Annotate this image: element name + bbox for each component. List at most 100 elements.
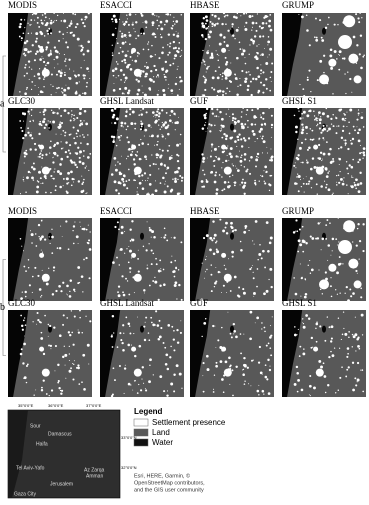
settlement bbox=[297, 378, 300, 382]
settlement bbox=[157, 298, 160, 301]
settlement bbox=[305, 314, 308, 317]
settlement bbox=[332, 125, 335, 128]
settlement bbox=[33, 59, 37, 62]
settlement bbox=[88, 239, 91, 242]
settlement bbox=[123, 22, 126, 26]
settlement bbox=[147, 124, 151, 127]
settlement bbox=[40, 389, 44, 392]
settlement bbox=[260, 81, 262, 84]
settlement bbox=[54, 189, 57, 192]
settlement bbox=[261, 137, 264, 140]
settlement bbox=[236, 169, 240, 172]
settlement bbox=[344, 332, 348, 336]
settlement bbox=[269, 76, 272, 79]
settlement bbox=[52, 85, 54, 88]
settlement bbox=[361, 112, 363, 113]
settlement bbox=[228, 152, 232, 156]
settlement bbox=[330, 340, 333, 343]
settlement bbox=[146, 221, 148, 223]
settlement bbox=[78, 94, 81, 97]
settlement bbox=[325, 175, 329, 178]
settlement bbox=[249, 268, 252, 271]
settlement bbox=[176, 50, 179, 53]
settlement bbox=[262, 117, 265, 120]
settlement bbox=[41, 294, 43, 297]
settlement bbox=[208, 65, 210, 67]
settlement bbox=[69, 279, 73, 282]
settlement bbox=[127, 50, 129, 52]
settlement bbox=[346, 111, 348, 113]
settlement bbox=[75, 81, 79, 85]
settlement bbox=[126, 125, 129, 128]
settlement bbox=[259, 127, 263, 131]
map-panel bbox=[282, 310, 366, 397]
settlement bbox=[301, 225, 304, 228]
settlement bbox=[210, 53, 214, 57]
settlement bbox=[175, 266, 178, 269]
settlement bbox=[315, 183, 318, 186]
settlement bbox=[169, 14, 172, 16]
settlement bbox=[159, 284, 162, 287]
settlement bbox=[254, 141, 256, 142]
settlement bbox=[74, 13, 77, 16]
settlement bbox=[202, 169, 204, 172]
settlement bbox=[64, 71, 66, 74]
settlement bbox=[328, 127, 331, 131]
settlement bbox=[176, 94, 179, 97]
settlement bbox=[320, 36, 323, 39]
settlement bbox=[250, 123, 254, 126]
settlement bbox=[202, 94, 206, 97]
settlement bbox=[264, 123, 267, 126]
settlement bbox=[127, 343, 130, 347]
settlement bbox=[236, 167, 238, 169]
settlement bbox=[262, 140, 266, 144]
settlement bbox=[266, 378, 269, 381]
settlement bbox=[136, 191, 138, 193]
settlement bbox=[67, 86, 70, 90]
settlement bbox=[214, 155, 216, 157]
settlement bbox=[61, 91, 63, 93]
settlement bbox=[52, 161, 55, 164]
settlement bbox=[126, 248, 128, 250]
settlement bbox=[315, 368, 324, 377]
panel-label: ESACCI bbox=[100, 206, 132, 216]
settlement bbox=[221, 144, 227, 150]
settlement bbox=[67, 294, 69, 296]
settlement bbox=[55, 73, 58, 76]
settlement bbox=[66, 31, 68, 34]
settlement bbox=[44, 24, 46, 27]
settlement bbox=[359, 182, 363, 185]
settlement bbox=[52, 177, 55, 180]
settlement bbox=[258, 394, 260, 396]
settlement bbox=[337, 217, 339, 219]
settlement bbox=[235, 365, 238, 369]
settlement bbox=[69, 67, 70, 69]
settlement bbox=[201, 335, 203, 338]
settlement bbox=[112, 21, 114, 23]
settlement bbox=[80, 48, 84, 52]
settlement bbox=[23, 112, 27, 116]
settlement bbox=[143, 172, 147, 175]
settlement bbox=[267, 342, 270, 345]
settlement bbox=[34, 167, 36, 170]
legend-label: Water bbox=[152, 438, 173, 447]
settlement bbox=[229, 90, 231, 93]
bracket bbox=[2, 55, 6, 153]
settlement bbox=[228, 258, 229, 260]
settlement bbox=[166, 239, 169, 242]
settlement bbox=[242, 52, 244, 54]
settlement bbox=[225, 23, 227, 25]
settlement bbox=[58, 284, 61, 288]
settlement bbox=[83, 388, 86, 391]
settlement bbox=[256, 268, 259, 270]
settlement bbox=[168, 83, 170, 85]
settlement bbox=[356, 126, 358, 128]
settlement bbox=[300, 388, 304, 392]
settlement bbox=[129, 153, 133, 157]
settlement bbox=[76, 22, 79, 26]
settlement bbox=[270, 123, 274, 127]
settlement bbox=[47, 335, 49, 337]
settlement bbox=[326, 125, 328, 127]
settlement bbox=[303, 348, 305, 350]
settlement bbox=[167, 390, 169, 392]
